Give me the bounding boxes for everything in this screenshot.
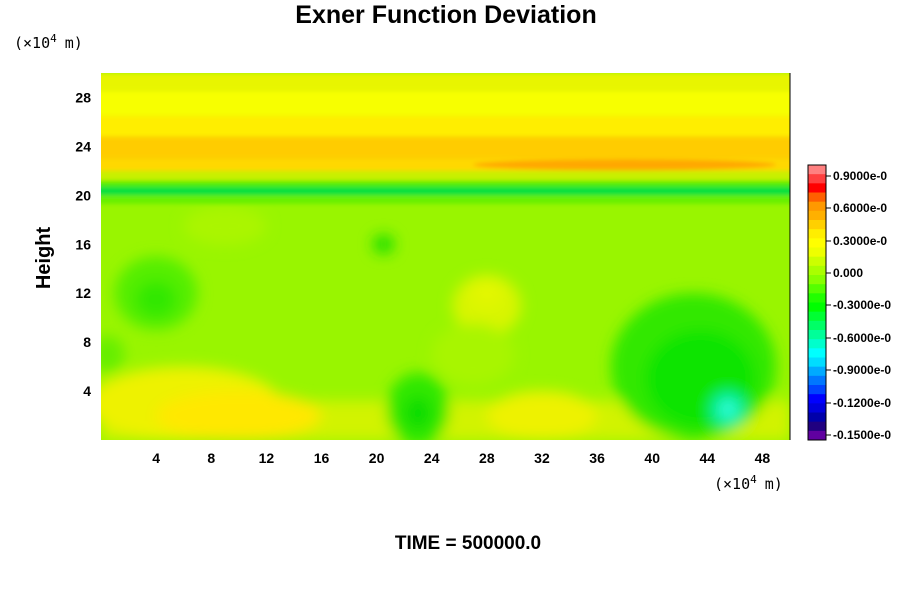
x-tick-label: 28: [479, 450, 495, 466]
x-axis-units: (×104 m): [714, 473, 783, 493]
colorbar-swatch: [808, 302, 826, 313]
colorbar-swatch: [808, 421, 826, 432]
colorbar-swatch: [808, 229, 826, 239]
colorbar-swatch: [808, 284, 826, 294]
y-tick-label: 8: [83, 334, 91, 350]
y-tick-label: 20: [75, 187, 91, 203]
y-tick-labels: 4 8 12 16 20 24 28: [75, 89, 91, 399]
field-feature-5: [719, 400, 737, 418]
colorbar-swatch: [808, 330, 826, 340]
colorbar-swatch: [808, 311, 826, 322]
colorbar-swatch: [808, 348, 826, 358]
colorbar-swatch: [808, 201, 826, 212]
colorbar-frame: [807, 164, 827, 441]
field-features: [101, 151, 873, 440]
y-tick-label: 12: [75, 285, 91, 301]
colorbar-swatch: [808, 357, 826, 368]
field-feature-13: [470, 278, 504, 308]
chart-title: Exner Function Deviation: [295, 1, 596, 29]
colorbar-label: 0.9000e-0: [833, 169, 887, 183]
colorbar-label: 0.6000e-0: [833, 201, 887, 215]
field-layer-feature: [473, 159, 777, 171]
x-tick-label: 44: [700, 450, 716, 466]
x-tick-label: 32: [534, 450, 550, 466]
field-layer-3: [101, 136, 790, 159]
field-feature-7: [404, 395, 432, 431]
colorbar-swatch: [808, 412, 826, 423]
y-tick-label: 16: [75, 236, 91, 252]
colorbar-swatch: [808, 265, 826, 276]
colorbar-swatch: [808, 238, 826, 248]
field-layer-5: [101, 170, 790, 181]
colorbar-label: -0.1500e-0: [833, 428, 891, 442]
field-layer-8: [101, 195, 790, 204]
field-feature-15: [156, 391, 322, 440]
x-tick-label: 36: [589, 450, 605, 466]
field-feature-19: [431, 323, 515, 385]
field-layer-7: [101, 186, 790, 196]
x-tick-label: 12: [259, 450, 275, 466]
field-feature-1: [818, 151, 873, 158]
x-tick-label: 40: [644, 450, 660, 466]
y-tick-label: 24: [75, 138, 91, 154]
colorbar-swatch: [808, 339, 826, 349]
x-tick-label: 16: [314, 450, 330, 466]
field-feature-9: [372, 234, 395, 255]
field-layer-0: [101, 73, 790, 92]
colorbar-labels: 0.9000e-0 0.6000e-0 0.3000e-0 0.000 -0.3000e…: [826, 169, 891, 442]
colorbar-swatch: [808, 210, 826, 221]
colorbar-swatch: [808, 165, 826, 175]
colorbar-swatch: [808, 366, 826, 377]
colorbar-swatch: [808, 403, 826, 413]
colorbar-swatch: [808, 394, 826, 404]
colorbar: 0.9000e-0 0.6000e-0 0.3000e-0 0.000 -0.3000e…: [807, 164, 891, 442]
field-layer-2: [101, 115, 790, 137]
x-tick-label: 48: [755, 450, 771, 466]
field-layer-1: [101, 91, 790, 116]
x-tick-label: 20: [369, 450, 385, 466]
field-feature-18: [183, 206, 267, 246]
colorbar-label: -0.3000e-0: [833, 298, 891, 312]
x-tick-labels: 4 8 12 16 20 24 28 32 36 40 44 48: [152, 450, 770, 466]
colorbar-label: -0.6000e-0: [833, 331, 891, 345]
colorbar-swatch: [808, 220, 826, 230]
colorbar-label: 0.000: [833, 266, 863, 280]
colorbar-swatch: [808, 385, 826, 395]
field-feature-17: [101, 336, 125, 373]
x-tick-label: 24: [424, 450, 440, 466]
field-layers: [101, 73, 790, 204]
colorbar-label: -0.1200e-0: [833, 396, 891, 410]
field-feature-16: [486, 391, 598, 440]
heatmap-plot-area: [101, 73, 873, 440]
y-axis-label: Height: [33, 227, 55, 290]
colorbar-swatch: [808, 256, 826, 267]
x-tick-label: 4: [152, 450, 160, 466]
colorbar-swatch: [808, 320, 826, 331]
y-axis-units: (×104 m): [14, 32, 83, 52]
colorbar-swatch: [808, 430, 826, 441]
colorbar-swatch: [808, 275, 826, 285]
colorbar-swatch: [808, 174, 826, 184]
field-layer-6: [101, 180, 790, 187]
x-tick-label: 8: [207, 450, 215, 466]
colorbar-swatch: [808, 247, 826, 258]
colorbar-swatches: [808, 165, 826, 441]
colorbar-swatch: [808, 375, 826, 386]
y-tick-label: 4: [83, 383, 91, 399]
y-tick-label: 28: [75, 89, 91, 105]
field-feature-11: [135, 280, 177, 318]
colorbar-swatch: [808, 183, 826, 193]
colorbar-swatch: [808, 192, 826, 203]
colorbar-label: 0.3000e-0: [833, 234, 887, 248]
colorbar-swatch: [808, 293, 826, 303]
colorbar-label: -0.9000e-0: [833, 363, 891, 377]
time-label: TIME = 500000.0: [395, 533, 541, 554]
